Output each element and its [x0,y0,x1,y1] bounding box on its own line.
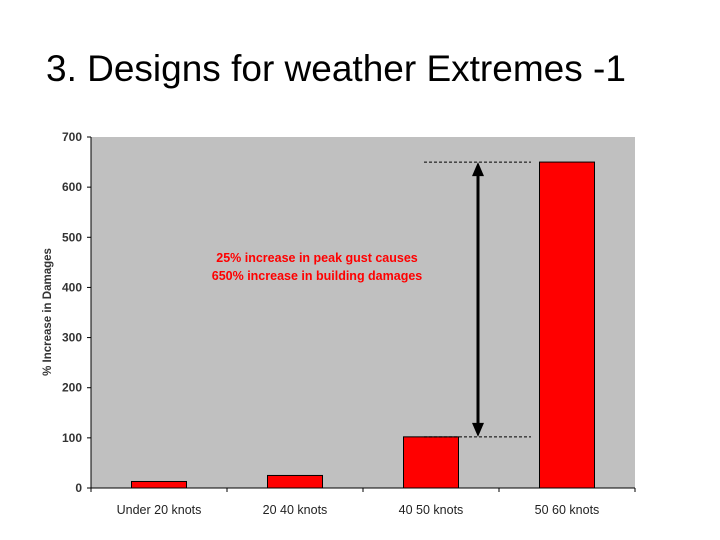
y-tick-label: 0 [75,481,82,495]
bar [267,474,323,489]
y-tick-label: 700 [62,130,82,144]
y-tick-label: 100 [62,431,82,445]
range-arrow-head-up [472,162,484,177]
y-tick-label: 400 [62,280,82,294]
x-category-label: Under 20 knots [117,503,202,517]
annotation-line-1: 25% increase in peak gust causes [216,251,418,265]
x-category-label: 40 50 knots [399,503,464,517]
annotation-line-2: 650% increase in building damages [212,269,423,283]
bar [131,480,187,489]
x-category-label: 20 40 knots [263,503,328,517]
y-tick-label: 500 [62,230,82,244]
y-axis-title: % Increase in Damages [42,248,54,376]
y-tick-label: 200 [62,381,82,395]
bar [403,436,459,489]
range-arrow-head-down [472,422,484,437]
y-tick-label: 600 [62,180,82,194]
x-category-label: 50 60 knots [535,503,600,517]
y-tick-label: 300 [62,331,82,345]
slide-title: 3. Designs for weather Extremes -1 [46,48,626,89]
bar [539,161,595,489]
